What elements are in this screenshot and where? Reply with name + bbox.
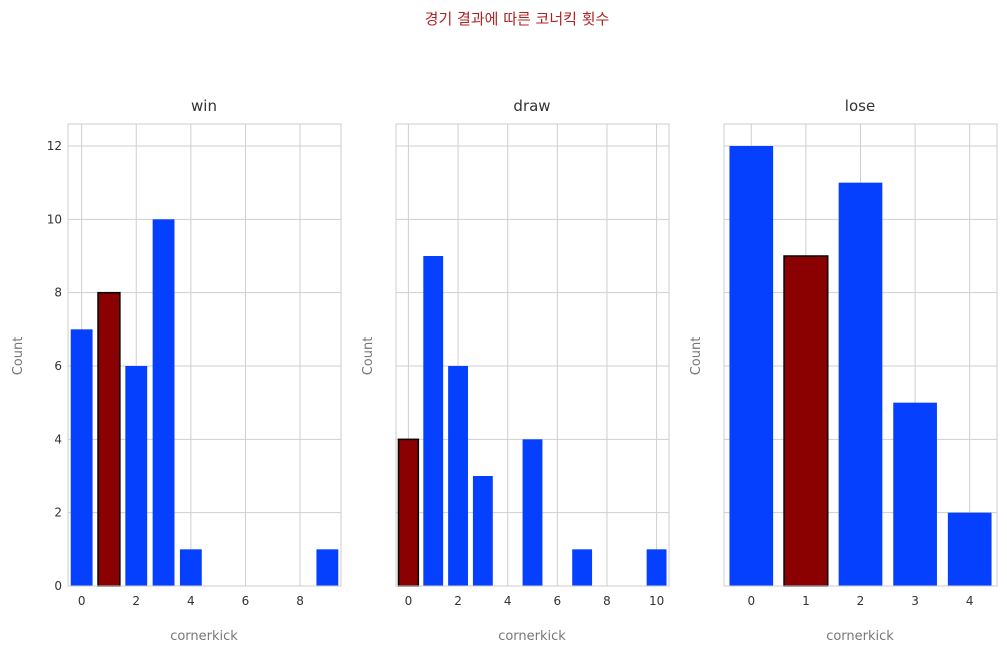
bar-draw-10	[646, 549, 667, 586]
x-tick-label: 0	[747, 594, 755, 608]
x-tick-label: 10	[649, 594, 664, 608]
suptitle: 경기 결과에 따른 코너킥 횟수	[425, 10, 610, 28]
bar-win-2	[125, 366, 148, 586]
highlighted-bar-lose-1	[783, 255, 829, 587]
x-tick-label: 0	[405, 594, 413, 608]
bar-draw-7	[572, 549, 593, 586]
bar-lose-3	[893, 402, 937, 586]
panel-draw: draw cornerkick Count 0 2 4 6 8 10	[361, 97, 670, 644]
bar-draw-3	[472, 476, 493, 586]
x-tick-label: 1	[802, 594, 810, 608]
y-tick-label: 2	[54, 506, 62, 520]
bar-win-0	[70, 329, 93, 586]
panel-lose: lose cornerkick Count 0 1 2 3 4	[689, 97, 998, 644]
bar-win-4	[179, 549, 202, 586]
panel-win: win cornerkick Count 0 2 4 6 8 0 2 4 6 8 10 12	[11, 97, 342, 644]
y-tick-label: 4	[54, 432, 62, 446]
bar-draw-1	[423, 256, 444, 586]
y-tick-label: 6	[54, 359, 62, 373]
x-tick-label: 3	[911, 594, 919, 608]
x-axis-label-lose: cornerkick	[826, 629, 894, 644]
highlighted-bar-win-1	[97, 291, 121, 587]
panel-title-win: win	[191, 97, 217, 115]
bar-win-3	[152, 219, 175, 587]
y-axis-label-win: Count	[11, 337, 26, 376]
x-tick-label: 4	[187, 594, 195, 608]
y-axis-label-draw: Count	[361, 337, 376, 376]
bar-win-9	[316, 549, 339, 586]
x-tick-label: 2	[857, 594, 865, 608]
x-tick-label: 2	[454, 594, 462, 608]
y-tick-label: 0	[54, 579, 62, 593]
bar-lose-2	[838, 182, 883, 586]
x-tick-label: 8	[296, 594, 304, 608]
y-tick-label: 12	[47, 139, 62, 153]
axes-frame-lose	[723, 123, 998, 587]
axes-frame-win	[67, 123, 342, 587]
bar-draw-5	[522, 439, 543, 586]
x-tick-label: 4	[966, 594, 974, 608]
axes-frame-draw	[395, 123, 670, 587]
bars-draw	[397, 256, 667, 587]
x-tick-label: 0	[78, 594, 86, 608]
panel-title-lose: lose	[845, 97, 875, 115]
x-tick-label: 6	[242, 594, 250, 608]
y-tick-label: 8	[54, 286, 62, 300]
x-tick-label: 4	[504, 594, 512, 608]
y-tick-label: 10	[47, 212, 62, 226]
panel-title-draw: draw	[513, 97, 550, 115]
x-tick-label: 8	[603, 594, 611, 608]
highlighted-bar-draw-0	[397, 438, 420, 587]
bars-win	[70, 219, 339, 587]
x-tick-label: 2	[132, 594, 140, 608]
x-tick-label: 6	[553, 594, 561, 608]
bar-draw-2	[448, 366, 468, 586]
bar-lose-4	[947, 512, 992, 586]
y-axis-label-lose: Count	[689, 337, 704, 376]
bar-lose-0	[729, 146, 774, 586]
x-axis-label-draw: cornerkick	[498, 629, 566, 644]
x-axis-label-win: cornerkick	[170, 629, 238, 644]
